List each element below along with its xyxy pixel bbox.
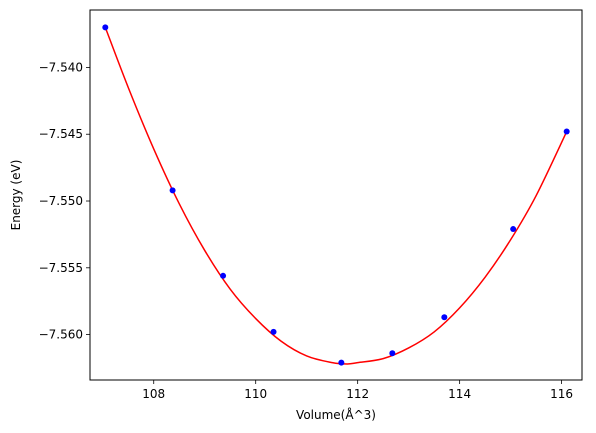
x-tick-label: 108 xyxy=(142,387,165,401)
data-point xyxy=(270,328,277,335)
y-axis-ticks: −7.540 −7.545 −7.550 −7.555 −7.560 xyxy=(39,60,90,342)
data-point xyxy=(220,272,227,279)
y-tick-label: −7.560 xyxy=(39,328,83,342)
x-tick-label: 114 xyxy=(448,387,471,401)
data-point xyxy=(102,24,109,31)
x-tick-label: 112 xyxy=(346,387,369,401)
data-points-layer xyxy=(102,24,570,366)
data-point xyxy=(441,314,448,321)
y-tick-label: −7.550 xyxy=(39,194,83,208)
x-axis-ticks: 108 110 112 114 116 xyxy=(142,380,573,401)
x-axis-label: Volume(Å^3) xyxy=(296,407,376,422)
y-tick-label: −7.555 xyxy=(39,261,83,275)
data-point xyxy=(389,350,396,357)
x-tick-label: 116 xyxy=(550,387,573,401)
plot-frame xyxy=(89,9,583,381)
x-tick-label: 110 xyxy=(244,387,267,401)
data-point xyxy=(169,187,176,194)
y-tick-label: −7.540 xyxy=(39,60,83,74)
data-point xyxy=(510,226,517,233)
y-axis-label: Energy (eV) xyxy=(9,160,23,231)
data-point xyxy=(338,359,345,366)
data-point xyxy=(563,128,570,135)
y-tick-label: −7.545 xyxy=(39,127,83,141)
